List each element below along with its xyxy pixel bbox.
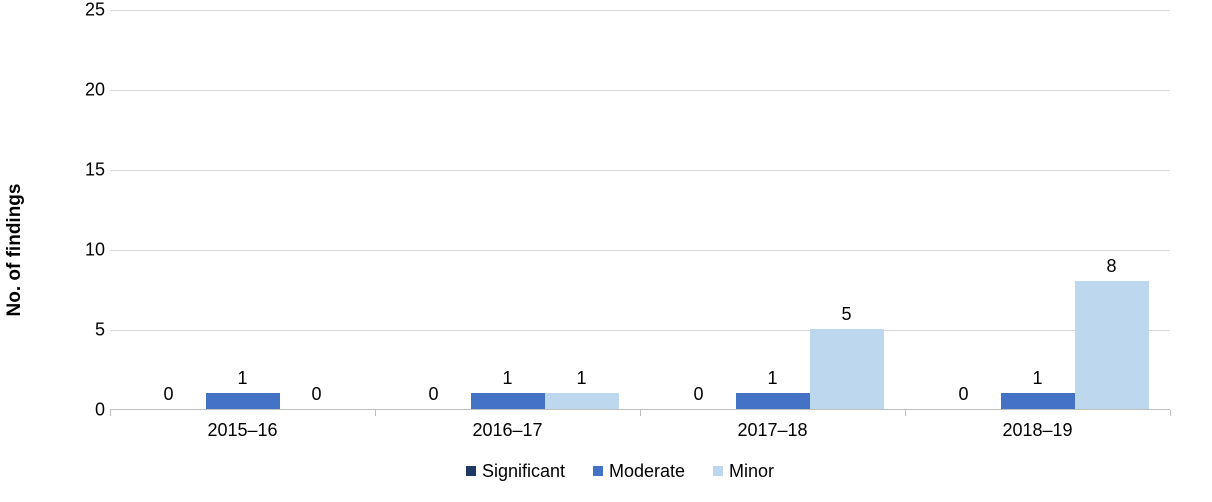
- bar: [206, 393, 280, 409]
- legend-item: Significant: [466, 460, 565, 482]
- bar: [471, 393, 545, 409]
- x-category-label: 2018–19: [1002, 420, 1072, 441]
- x-tick: [1170, 410, 1171, 416]
- gridline: [110, 90, 1170, 91]
- y-tick-label: 25: [75, 0, 105, 21]
- y-tick-label: 0: [75, 400, 105, 421]
- gridline: [110, 250, 1170, 251]
- gridline: [110, 170, 1170, 171]
- plot-area: 0 1 0 0 1 1 0 1 5 0 1 8: [110, 10, 1170, 410]
- data-label: 0: [693, 384, 703, 405]
- legend-swatch: [466, 466, 476, 476]
- data-label: 1: [767, 368, 777, 389]
- data-label: 1: [576, 368, 586, 389]
- bar: [545, 393, 619, 409]
- legend-text: Moderate: [609, 461, 685, 481]
- y-tick-label: 10: [75, 240, 105, 261]
- y-tick-label: 20: [75, 80, 105, 101]
- bar: [810, 329, 884, 409]
- x-category-label: 2016–17: [472, 420, 542, 441]
- legend-swatch: [713, 466, 723, 476]
- legend-text: Significant: [482, 461, 565, 481]
- bar: [736, 393, 810, 409]
- legend-item: Moderate: [593, 460, 685, 482]
- data-label: 0: [163, 384, 173, 405]
- x-tick: [640, 410, 641, 416]
- data-label: 1: [237, 368, 247, 389]
- x-tick: [375, 410, 376, 416]
- gridline: [110, 10, 1170, 11]
- x-tick: [110, 410, 111, 416]
- data-label: 0: [428, 384, 438, 405]
- data-label: 0: [958, 384, 968, 405]
- data-label: 5: [841, 304, 851, 325]
- legend: Significant Moderate Minor: [50, 460, 1190, 482]
- x-category-label: 2017–18: [737, 420, 807, 441]
- legend-swatch: [593, 466, 603, 476]
- y-tick-label: 5: [75, 320, 105, 341]
- chart-container: No. of findings 0510152025 010011015018 …: [50, 10, 1190, 490]
- x-tick: [905, 410, 906, 416]
- x-category-label: 2015–16: [207, 420, 277, 441]
- data-label: 1: [502, 368, 512, 389]
- bar: [1001, 393, 1075, 409]
- bar: [1075, 281, 1149, 409]
- data-label: 8: [1106, 256, 1116, 277]
- data-label: 0: [311, 384, 321, 405]
- legend-item: Minor: [713, 460, 774, 482]
- data-label: 1: [1032, 368, 1042, 389]
- legend-text: Minor: [729, 461, 774, 481]
- y-axis-label: No. of findings: [4, 184, 26, 317]
- y-tick-label: 15: [75, 160, 105, 181]
- gridline: [110, 330, 1170, 331]
